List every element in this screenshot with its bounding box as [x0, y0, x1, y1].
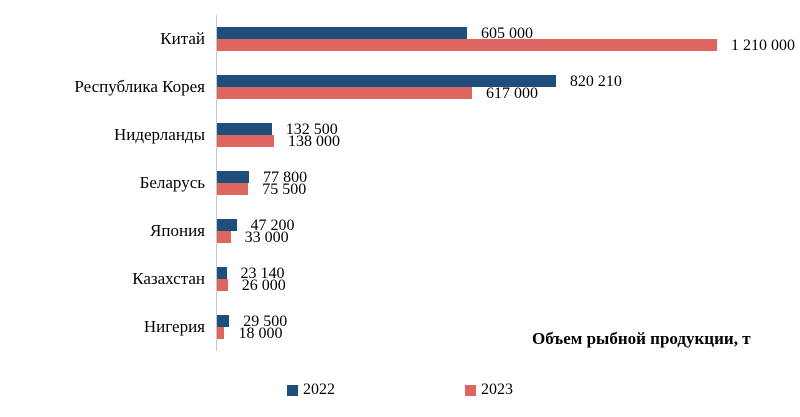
bar-2022 — [217, 75, 556, 87]
bar-line-2022: 29 500 — [217, 313, 800, 330]
bar-2023 — [217, 135, 275, 147]
bar-line-2023: 18 000 — [217, 325, 800, 342]
chart-row: Казахстан 23 140 26 000 — [0, 255, 800, 303]
bar-2023 — [217, 327, 225, 339]
category-label: Япония — [150, 221, 205, 240]
bar-2023 — [217, 87, 472, 99]
chart-row: Япония 47 200 33 000 — [0, 207, 800, 255]
category-label: Беларусь — [139, 173, 205, 192]
chart-row: Нидерланды 132 500 138 000 — [0, 111, 800, 159]
bar-2023 — [217, 279, 228, 291]
data-label: 18 000 — [238, 325, 283, 342]
chart-plot-area: Китай 605 000 1 210 000 Республика Корея 820… — [0, 15, 800, 351]
legend-swatch-icon — [465, 384, 476, 396]
data-label: 47 200 — [250, 217, 295, 234]
legend-swatch-icon — [287, 384, 298, 396]
data-label: 1 210 000 — [731, 37, 795, 54]
category-label: Республика Корея — [74, 77, 205, 96]
category-label: Китай — [160, 29, 205, 48]
legend-label: 2023 — [481, 381, 513, 398]
bar-group: 23 140 26 000 — [217, 255, 800, 303]
legend-label: 2022 — [303, 381, 335, 398]
legend-item-2022: 2022 — [287, 381, 335, 399]
data-label: 29 500 — [243, 313, 288, 330]
bar-line-2022: 132 500 — [217, 121, 800, 138]
data-label: 75 500 — [262, 181, 307, 198]
chart-row: Китай 605 000 1 210 000 — [0, 15, 800, 63]
vertical-axis-line — [216, 15, 217, 351]
chart-row: Беларусь 77 800 75 500 — [0, 159, 800, 207]
bar-2023 — [217, 231, 231, 243]
chart-row: Нигерия 29 500 18 000 — [0, 303, 800, 351]
bar-2022 — [217, 315, 230, 327]
chart-legend: 2022 2023 — [0, 381, 800, 399]
bar-2022 — [217, 171, 250, 183]
data-label: 820 210 — [569, 73, 622, 90]
bar-line-2023: 75 500 — [217, 181, 800, 198]
bar-2023 — [217, 183, 249, 195]
bar-line-2023: 138 000 — [217, 133, 800, 150]
bar-group: 605 000 1 210 000 — [217, 15, 800, 63]
bar-group: 132 500 138 000 — [217, 111, 800, 159]
data-label: 132 500 — [285, 121, 338, 138]
bar-group: 47 200 33 000 — [217, 207, 800, 255]
bar-2022 — [217, 267, 227, 279]
bar-2022 — [217, 219, 237, 231]
bar-group: 77 800 75 500 — [217, 159, 800, 207]
data-label: 617 000 — [485, 85, 538, 102]
bar-2023 — [217, 39, 717, 51]
category-label: Нидерланды — [113, 125, 205, 144]
bar-line-2022: 23 140 — [217, 265, 800, 282]
data-label: 605 000 — [481, 25, 533, 42]
bar-line-2023: 26 000 — [217, 277, 800, 294]
bar-line-2023: 33 000 — [217, 229, 800, 246]
bar-2022 — [217, 27, 467, 39]
bar-line-2023: 1 210 000 — [217, 37, 800, 54]
category-label: Казахстан — [132, 269, 205, 288]
bar-line-2022: 820 210 — [217, 73, 800, 90]
legend-item-2023: 2023 — [465, 381, 513, 399]
data-label: 26 000 — [241, 277, 286, 294]
data-label: 23 140 — [240, 265, 285, 282]
data-label: 77 800 — [263, 169, 308, 186]
bar-line-2022: 605 000 — [217, 25, 800, 42]
bar-line-2022: 77 800 — [217, 169, 800, 186]
bar-2022 — [217, 123, 272, 135]
bar-line-2023: 617 000 — [217, 85, 800, 102]
data-label: 138 000 — [288, 133, 341, 150]
bar-group: 29 500 18 000 — [217, 303, 800, 351]
category-label: Нигерия — [143, 317, 205, 336]
data-label: 33 000 — [244, 229, 289, 246]
bar-line-2022: 47 200 — [217, 217, 800, 234]
bar-group: 820 210 617 000 — [217, 63, 800, 111]
axis-title: Объем рыбной продукции, т — [532, 329, 751, 348]
chart-row: Республика Корея 820 210 617 000 — [0, 63, 800, 111]
